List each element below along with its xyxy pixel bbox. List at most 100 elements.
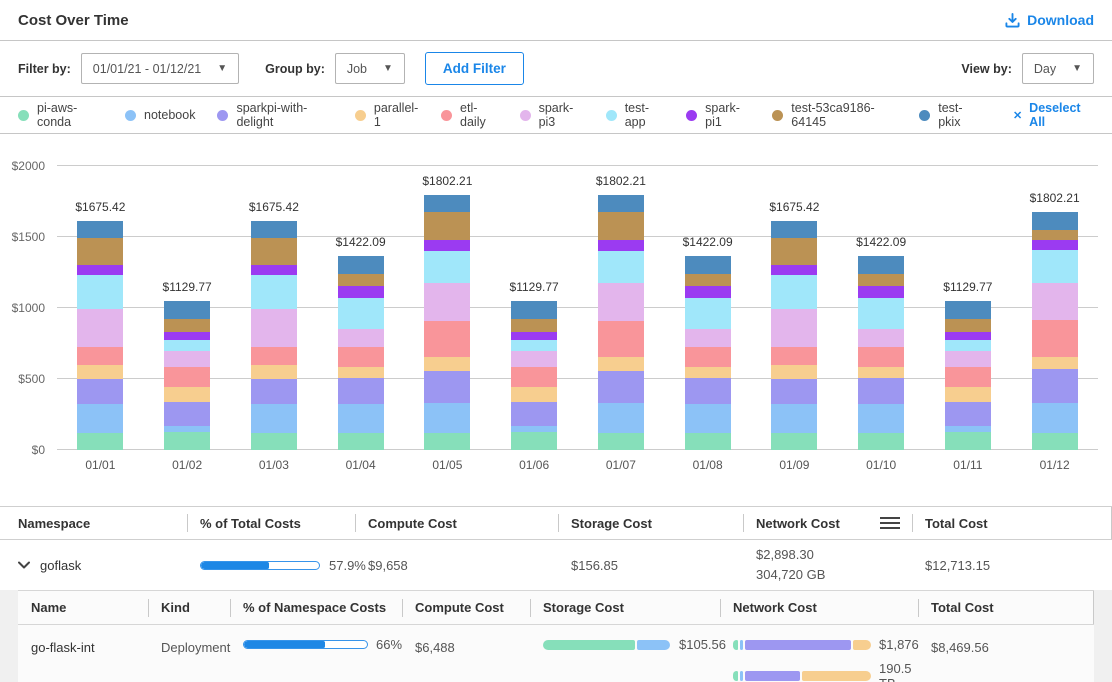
bar-segment-test-app[interactable] [77,275,124,310]
bar-segment-spark-pi1[interactable] [858,286,905,298]
bar-segment-spark-pi3[interactable] [684,329,731,347]
bar-segment-notebook[interactable] [164,426,211,432]
download-button[interactable]: Download [1005,12,1094,28]
column-header-namespace[interactable]: Namespace [18,515,91,531]
bar-segment-notebook[interactable] [858,404,905,434]
legend-item-test-53ca9186-64145[interactable]: test-53ca9186-64145 [772,101,897,129]
bar-segment-pi-aws-conda[interactable] [250,432,297,450]
bar-segment-spark-pi3[interactable] [597,282,644,321]
bar-segment-test-53ca9186-64145[interactable] [771,238,818,266]
bar-segment-sparkpi-with-delight[interactable] [684,378,731,405]
stacked-bar[interactable] [164,300,211,450]
bar-segment-notebook[interactable] [424,403,471,434]
bar-segment-spark-pi3[interactable] [164,351,211,367]
bar-segment-pi-aws-conda[interactable] [597,433,644,450]
column-header-name[interactable]: Name [31,600,67,615]
bar-segment-test-pkix[interactable] [511,300,558,319]
stacked-bar[interactable] [771,220,818,450]
bar-segment-test-app[interactable] [424,250,471,283]
bar-segment-spark-pi1[interactable] [250,265,297,276]
column-header-compute[interactable]: Compute Cost [355,507,558,539]
bar-segment-notebook[interactable] [511,426,558,432]
bar-segment-notebook[interactable] [684,404,731,434]
bar-segment-test-pkix[interactable] [164,300,211,319]
bar-segment-test-pkix[interactable] [424,194,471,213]
bar-segment-pi-aws-conda[interactable] [858,433,905,450]
bar-segment-test-53ca9186-64145[interactable] [250,238,297,266]
bar-segment-spark-pi3[interactable] [337,329,384,347]
bar-segment-spark-pi3[interactable] [771,309,818,347]
bar-segment-notebook[interactable] [77,404,124,433]
bar-segment-sparkpi-with-delight[interactable] [164,402,211,427]
bar-segment-sparkpi-with-delight[interactable] [771,378,818,405]
stacked-bar[interactable] [424,194,471,450]
bar-segment-pi-aws-conda[interactable] [944,431,991,450]
add-filter-button[interactable]: Add Filter [424,52,524,85]
bar-segment-etl-daily[interactable] [164,366,211,388]
bar-segment-etl-daily[interactable] [858,346,905,367]
column-header-network[interactable]: Network Cost [743,507,912,539]
bar-segment-spark-pi3[interactable] [1031,282,1078,320]
bar-segment-test-app[interactable] [597,250,644,283]
bar-segment-test-pkix[interactable] [77,220,124,239]
legend-item-test-pkix[interactable]: test-pkix [919,101,979,129]
bar-segment-test-app[interactable] [250,275,297,310]
bar-segment-sparkpi-with-delight[interactable] [77,378,124,405]
bar-segment-test-app[interactable] [164,340,211,352]
bar-segment-test-53ca9186-64145[interactable] [597,212,644,241]
stacked-bar[interactable] [597,194,644,450]
view-by-select[interactable]: Day ▼ [1021,53,1094,84]
legend-item-spark-pi1[interactable]: spark-pi1 [686,101,750,129]
legend-item-parallel-1[interactable]: parallel-1 [354,101,419,129]
legend-item-pi-aws-conda[interactable]: pi-aws-conda [18,101,103,129]
bar-segment-spark-pi1[interactable] [337,286,384,298]
bar-segment-etl-daily[interactable] [250,346,297,365]
bar-segment-etl-daily[interactable] [944,366,991,388]
bar-segment-test-app[interactable] [337,297,384,330]
column-header-kind[interactable]: Kind [148,591,230,624]
bar-segment-test-53ca9186-64145[interactable] [858,273,905,287]
bar-segment-pi-aws-conda[interactable] [164,431,211,450]
bar-segment-spark-pi1[interactable] [1031,240,1078,250]
column-menu-icon[interactable] [880,517,900,529]
bar-segment-spark-pi1[interactable] [944,332,991,341]
bar-segment-test-53ca9186-64145[interactable] [77,238,124,266]
group-by-select[interactable]: Job ▼ [334,53,405,84]
bar-segment-test-app[interactable] [684,297,731,330]
bar-segment-test-53ca9186-64145[interactable] [1031,230,1078,241]
bar-segment-test-app[interactable] [1031,249,1078,283]
bar-segment-notebook[interactable] [597,403,644,434]
bar-segment-test-pkix[interactable] [944,300,991,319]
stacked-bar[interactable] [77,220,124,450]
bar-segment-notebook[interactable] [771,404,818,433]
bar-segment-test-pkix[interactable] [250,220,297,239]
bar-segment-spark-pi3[interactable] [944,351,991,367]
bar-segment-parallel-1[interactable] [1031,357,1078,370]
bar-segment-test-53ca9186-64145[interactable] [337,273,384,287]
bar-segment-sparkpi-with-delight[interactable] [597,370,644,404]
bar-segment-test-pkix[interactable] [1031,212,1078,231]
column-header-storage[interactable]: Storage Cost [558,507,743,539]
bar-segment-spark-pi3[interactable] [424,282,471,321]
bar-segment-spark-pi3[interactable] [858,329,905,347]
legend-item-notebook[interactable]: notebook [125,108,195,122]
bar-segment-spark-pi3[interactable] [77,309,124,347]
bar-segment-etl-daily[interactable] [597,320,644,357]
bar-segment-pi-aws-conda[interactable] [424,433,471,450]
bar-segment-spark-pi3[interactable] [511,351,558,367]
stacked-bar[interactable] [944,300,991,450]
bar-segment-test-pkix[interactable] [684,256,731,274]
stacked-bar[interactable] [1031,212,1078,450]
legend-item-sparkpi-with-delight[interactable]: sparkpi-with-delight [217,101,332,129]
bar-segment-etl-daily[interactable] [337,346,384,367]
chevron-down-icon[interactable] [18,561,30,569]
bar-segment-notebook[interactable] [250,404,297,433]
stacked-bar[interactable] [684,256,731,450]
bar-segment-test-53ca9186-64145[interactable] [944,318,991,333]
stacked-bar[interactable] [511,300,558,450]
bar-segment-spark-pi1[interactable] [684,286,731,298]
stacked-bar[interactable] [858,256,905,450]
bar-segment-spark-pi1[interactable] [597,240,644,251]
bar-segment-parallel-1[interactable] [337,366,384,379]
bar-segment-parallel-1[interactable] [77,364,124,379]
